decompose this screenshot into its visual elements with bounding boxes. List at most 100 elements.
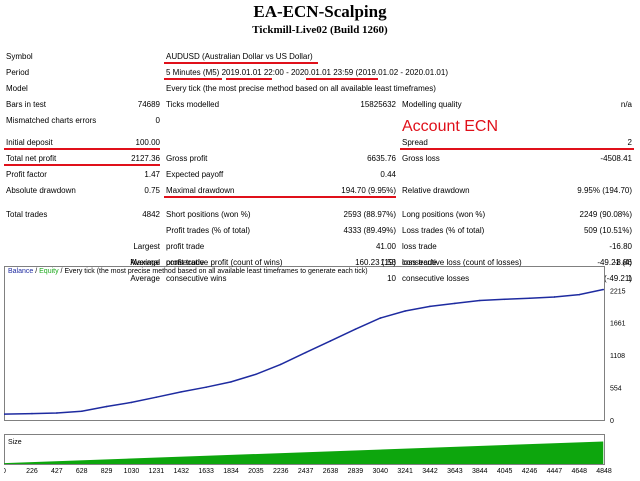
quality-label: Modelling quality [402, 100, 462, 109]
y-tick-label: 2215 [610, 288, 626, 295]
x-tick-label: 1231 [149, 468, 165, 475]
average-consec-losses-label: consecutive losses [402, 274, 470, 283]
x-tick-label: 427 [51, 468, 63, 475]
average-profit-value: 1.53 [380, 258, 396, 267]
report-table: Symbol AUDUSD (Australian Dollar vs US D… [0, 48, 640, 267]
x-tick-label: 4246 [522, 468, 538, 475]
total-trades-label: Total trades [6, 210, 48, 219]
account-ecn-annotation: Account ECN [402, 118, 499, 135]
long-value: 2249 (90.08%) [579, 210, 632, 219]
x-tick-label: 0 [4, 468, 6, 475]
balance-point [31, 412, 33, 415]
x-tick-label: 829 [101, 468, 113, 475]
balance-point [429, 305, 431, 308]
average-consec-label: Average [130, 274, 160, 283]
rel-drawdown-label: Relative drawdown [402, 186, 470, 195]
loss-trades-label: Loss trades (% of total) [402, 226, 485, 235]
period-value: 5 Minutes (M5) 2019.01.01 22:00 - 2020.0… [166, 68, 448, 77]
report-subtitle: Tickmill-Live02 (Build 1260) [252, 24, 388, 36]
gross-profit-value: 6635.76 [367, 154, 396, 163]
balance-point [404, 310, 406, 312]
symbol-value: AUDUSD (Australian Dollar vs US Dollar) [166, 52, 313, 61]
max-drawdown-value: 194.70 (9.95%) [341, 186, 396, 195]
symbol-label: Symbol [6, 52, 33, 61]
x-tick-label: 1432 [173, 468, 189, 475]
average-loss-value: -8.86 [613, 258, 632, 267]
short-value: 2593 (88.97%) [343, 210, 396, 219]
largest-loss-label: loss trade [402, 242, 437, 251]
balance-point [105, 405, 108, 408]
x-tick-label: 3442 [422, 468, 438, 475]
balance-point [180, 391, 183, 393]
x-tick-label: 3241 [397, 468, 413, 475]
highlight-period [164, 78, 222, 80]
ticks-label: Ticks modelled [166, 100, 220, 109]
x-tick-label: 4848 [596, 468, 612, 475]
net-profit-label: Total net profit [6, 154, 57, 163]
highlight-net-profit [4, 164, 160, 166]
net-profit-value: 2127.36 [131, 154, 160, 163]
bars-label: Bars in test [6, 100, 47, 109]
balance-point [329, 340, 332, 342]
balance-point [454, 302, 456, 305]
balance-panel [4, 266, 605, 421]
mismatched-label: Mismatched charts errors [6, 116, 97, 125]
bars-value: 74689 [137, 100, 160, 109]
maximal-loss-label: consecutive loss (count of losses) [402, 258, 522, 267]
y-tick-label: 1661 [610, 321, 626, 328]
balance-point [130, 401, 133, 404]
y-tick-label: 0 [610, 418, 614, 425]
largest-profit-label: profit trade [166, 242, 205, 251]
balance-point [155, 396, 158, 398]
spread-value: 2 [627, 138, 632, 147]
highlight-end-date [306, 78, 378, 80]
x-tick-label: 2839 [348, 468, 364, 475]
legend-sep: / [33, 268, 40, 275]
maximal-loss-value: -49.21 (4) [597, 258, 632, 267]
balance-point [379, 317, 382, 319]
report-title: EA-ECN-Scalping [253, 2, 387, 21]
x-tick-label: 1633 [198, 468, 214, 475]
balance-point [56, 412, 58, 414]
highlight-spread [400, 148, 634, 150]
highlight-max-drawdown [164, 196, 396, 198]
profit-trades-label: Profit trades (% of total) [166, 226, 251, 235]
model-label: Model [6, 84, 28, 93]
model-value: Every tick (the most precise method base… [166, 84, 436, 93]
x-tick-label: 3040 [372, 468, 388, 475]
balance-point [578, 293, 581, 296]
chart-legend: Balance / Equity / Every tick (the most … [8, 268, 368, 275]
x-tick-label: 2437 [298, 468, 314, 475]
x-tick-label: 2035 [248, 468, 264, 475]
balance-point [602, 288, 605, 291]
x-tick-label: 1030 [124, 468, 140, 475]
abs-drawdown-value: 0.75 [144, 186, 160, 195]
x-tick-label: 1834 [223, 468, 239, 475]
deposit-value: 100.00 [135, 138, 160, 147]
total-trades-value: 4842 [142, 210, 160, 219]
legend-balance: Balance [8, 268, 34, 275]
largest-loss-value: -16.80 [609, 242, 632, 251]
maximal-profit-value: 160.23 (19) [355, 258, 396, 267]
chart-svg: 2215 1661 1108 554 0 0 226 427 628 829 1030 1231 14… [2, 266, 626, 475]
x-tick-label: 4045 [497, 468, 513, 475]
x-axis-ticks: 0 226 427 628 829 1030 1231 1432 1633 1834 2035 223… [2, 468, 612, 475]
x-tick-label: 3643 [447, 468, 463, 475]
legend-rest: / Every tick (the most precise method ba… [58, 268, 368, 275]
average-loss-label: loss trade [402, 258, 437, 267]
gross-profit-label: Gross profit [166, 154, 208, 163]
balance-point [553, 296, 556, 298]
average-label: Average [130, 258, 160, 267]
abs-drawdown-label: Absolute drawdown [6, 186, 76, 195]
balance-point [304, 351, 307, 354]
short-label: Short positions (won %) [166, 210, 251, 219]
x-tick-label: 3844 [472, 468, 488, 475]
expected-payoff-label: Expected payoff [166, 170, 224, 179]
max-drawdown-label: Maximal drawdown [166, 186, 235, 195]
maximal-label: Maximal [130, 258, 160, 267]
gross-loss-label: Gross loss [402, 154, 440, 163]
profit-factor-label: Profit factor [6, 170, 47, 179]
size-bars [4, 441, 604, 464]
rel-drawdown-value: 9.95% (194.70) [577, 186, 632, 195]
